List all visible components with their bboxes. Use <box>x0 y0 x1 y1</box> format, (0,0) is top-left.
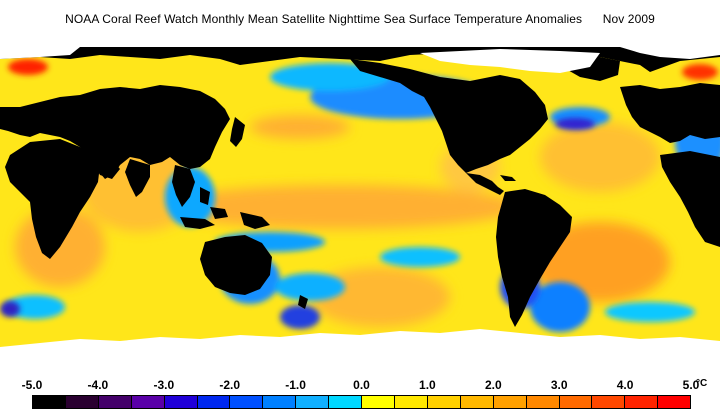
sst-anomaly-map <box>0 47 720 377</box>
colorbar-swatch <box>296 396 330 408</box>
colorbar-swatch <box>427 396 461 408</box>
colorbar-swatch <box>131 396 165 408</box>
colorbar-swatch <box>658 396 691 408</box>
colorbar <box>32 395 691 409</box>
colorbar-swatch <box>362 396 395 408</box>
colorbar-swatch <box>98 396 132 408</box>
strong-anomalies <box>0 59 718 317</box>
colorbar-swatch <box>197 396 231 408</box>
colorbar-swatch <box>164 396 198 408</box>
colorbar-tick-label: 3.0 <box>550 378 568 392</box>
colorbar-swatch <box>394 396 428 408</box>
colorbar-tick-label: 1.0 <box>419 378 436 392</box>
colorbar-swatch <box>493 396 527 408</box>
colorbar-tick-label: -5.0 <box>21 378 43 392</box>
colorbar-swatch <box>625 396 659 408</box>
colorbar-tick-label: -2.0 <box>219 378 241 392</box>
colorbar-tick-label: 2.0 <box>484 378 502 392</box>
colorbar-tick-label: 5.0 <box>682 378 700 392</box>
colorbar-tick-label: -3.0 <box>153 378 175 392</box>
colorbar-swatch <box>526 396 560 408</box>
colorbar-swatch <box>263 396 297 408</box>
colorbar-tick-label: -1.0 <box>285 378 306 392</box>
colorbar-swatch <box>65 396 99 408</box>
colorbar-unit-label: °C <box>696 378 708 389</box>
colorbar-swatch <box>230 396 264 408</box>
colorbar-swatch <box>460 396 494 408</box>
colorbar-swatch <box>33 396 66 408</box>
colorbar-tick-label: -4.0 <box>87 378 109 392</box>
colorbar-swatch <box>559 396 593 408</box>
warm-anomalies <box>15 115 670 327</box>
colorbar-swatch <box>329 396 363 408</box>
map-title: NOAA Coral Reef Watch Monthly Mean Satel… <box>65 12 655 26</box>
colorbar-tick-label: 4.0 <box>616 378 634 392</box>
colorbar-tick-label: 0.0 <box>353 378 370 392</box>
colorbar-labels: -5.0 -4.0 -3.0 -2.0 -1.0 0.0 1.0 2.0 3.0 4.0 5.0 °C <box>0 378 720 394</box>
sea-ice-regions <box>0 47 720 377</box>
land-masses <box>0 47 720 377</box>
colorbar-swatch <box>592 396 626 408</box>
